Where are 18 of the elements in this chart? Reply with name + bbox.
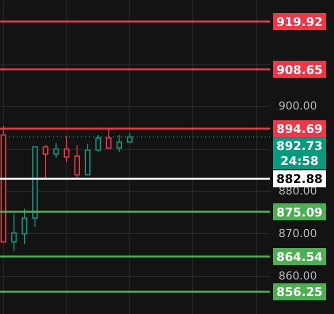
candlestick	[74, 144, 80, 180]
ref-line-label: 875.09	[276, 205, 323, 220]
ref-line-label: 864.54	[276, 250, 323, 264]
ref-line-label: 919.92	[276, 15, 323, 30]
candlestick	[22, 208, 28, 244]
candlestick	[53, 142, 59, 158]
candlestick	[42, 144, 48, 180]
ref-line-label: 892.73	[276, 139, 323, 154]
ref-line-label: 856.25	[276, 285, 323, 300]
ref-line-label: 908.65	[276, 62, 323, 77]
text: 24:58	[280, 154, 319, 168]
candlestick	[11, 213, 17, 252]
candlestick	[64, 136, 70, 163]
ref-line-label: 882.88	[276, 172, 323, 186]
ref-line-label: 894.69	[276, 122, 323, 136]
y-tick-label: 870.00	[278, 226, 317, 240]
y-tick-label: 900.00	[278, 100, 317, 113]
y-tick-label: 860.00	[278, 269, 317, 282]
